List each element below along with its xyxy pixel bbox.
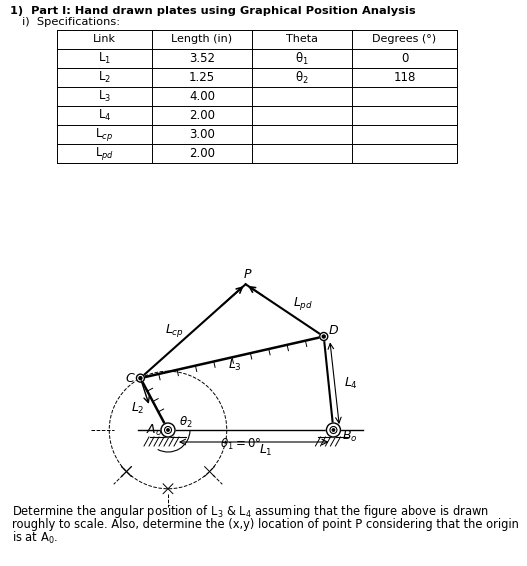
Text: $\theta_2$: $\theta_2$ — [179, 414, 193, 430]
Text: $L_2$: $L_2$ — [131, 401, 145, 415]
Text: $L_3$: $L_3$ — [228, 358, 242, 373]
Text: L$_4$: L$_4$ — [98, 108, 111, 123]
Circle shape — [136, 374, 144, 382]
Text: L$_{pd}$: L$_{pd}$ — [95, 145, 114, 162]
Text: P: P — [244, 268, 251, 281]
Text: 1.25: 1.25 — [189, 71, 215, 84]
Text: roughly to scale. Also, determine the (x,y) location of point P considering that: roughly to scale. Also, determine the (x… — [12, 518, 519, 531]
Text: 3.00: 3.00 — [189, 128, 215, 141]
Text: L$_2$: L$_2$ — [98, 70, 111, 85]
Text: L$_3$: L$_3$ — [98, 89, 111, 104]
Text: 0: 0 — [401, 52, 408, 65]
Text: $L_{cp}$: $L_{cp}$ — [165, 322, 184, 339]
Circle shape — [326, 423, 340, 437]
Text: θ$_1$: θ$_1$ — [295, 50, 309, 67]
Text: C: C — [125, 372, 134, 385]
Text: A$_o$: A$_o$ — [146, 422, 162, 438]
Text: 2.00: 2.00 — [189, 147, 215, 160]
Text: B$_o$: B$_o$ — [341, 428, 357, 444]
Text: $\theta_1 = 0°$: $\theta_1 = 0°$ — [220, 436, 261, 452]
Text: Theta: Theta — [286, 35, 318, 45]
Circle shape — [332, 429, 335, 431]
Text: L$_{cp}$: L$_{cp}$ — [95, 126, 113, 143]
Text: 3.52: 3.52 — [189, 52, 215, 65]
Text: Determine the angular position of L$_3$ & L$_4$ assuming that the figure above i: Determine the angular position of L$_3$ … — [12, 503, 489, 520]
Circle shape — [320, 332, 328, 341]
Text: L$_1$: L$_1$ — [98, 51, 111, 66]
Circle shape — [161, 423, 175, 437]
Text: 118: 118 — [393, 71, 416, 84]
Text: $L_4$: $L_4$ — [345, 376, 358, 391]
Text: D: D — [329, 324, 338, 337]
Text: θ$_2$: θ$_2$ — [295, 70, 309, 85]
Circle shape — [322, 335, 325, 338]
Text: Link: Link — [93, 35, 116, 45]
Text: Length (in): Length (in) — [171, 35, 232, 45]
Circle shape — [167, 429, 169, 431]
Text: 4.00: 4.00 — [189, 90, 215, 103]
Text: i)  Specifications:: i) Specifications: — [22, 17, 120, 27]
Circle shape — [139, 376, 142, 380]
Text: 1)  Part I: Hand drawn plates using Graphical Position Analysis: 1) Part I: Hand drawn plates using Graph… — [10, 6, 416, 16]
Text: 2.00: 2.00 — [189, 109, 215, 122]
Text: $L_{pd}$: $L_{pd}$ — [293, 295, 313, 312]
Text: $L_1$: $L_1$ — [259, 443, 272, 457]
Text: is at A$_0$.: is at A$_0$. — [12, 530, 58, 546]
Text: Degrees (°): Degrees (°) — [373, 35, 436, 45]
